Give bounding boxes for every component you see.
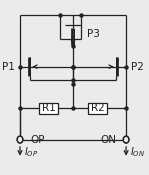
Text: OP: OP: [30, 135, 45, 145]
Text: ON: ON: [100, 135, 116, 145]
Bar: [39, 103, 58, 114]
Text: P2: P2: [131, 62, 144, 72]
Circle shape: [17, 136, 23, 143]
Circle shape: [123, 136, 129, 143]
Text: $I_{ON}$: $I_{ON}$: [130, 145, 146, 159]
Text: P1: P1: [2, 62, 15, 72]
Text: $I_{OP}$: $I_{OP}$: [24, 145, 39, 159]
Bar: [88, 103, 107, 114]
Text: R2: R2: [91, 103, 104, 113]
Text: R1: R1: [42, 103, 56, 113]
Text: P3: P3: [87, 29, 100, 39]
